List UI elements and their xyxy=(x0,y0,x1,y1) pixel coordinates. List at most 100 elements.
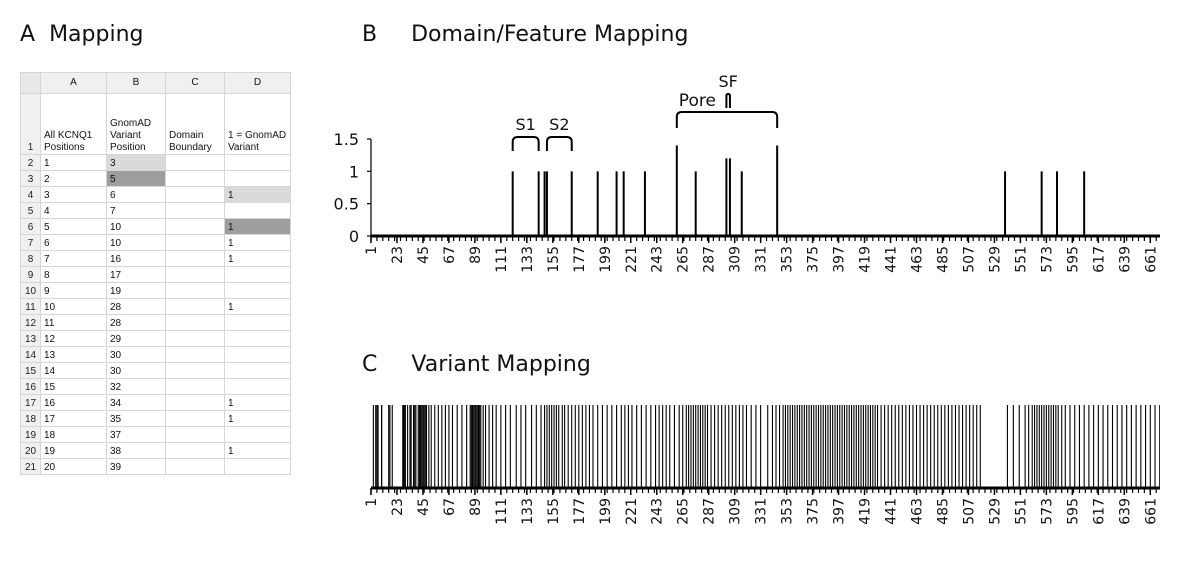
cell-b[interactable]: 38 xyxy=(106,442,166,459)
cell-c[interactable] xyxy=(165,426,225,443)
cell-c[interactable] xyxy=(165,362,225,379)
cell-b[interactable]: 37 xyxy=(106,426,166,443)
cell-b[interactable]: 3 xyxy=(106,154,166,171)
cell-c[interactable] xyxy=(165,282,225,299)
row-number[interactable]: 12 xyxy=(20,314,41,331)
cell-a[interactable]: 4 xyxy=(40,202,107,219)
column-header-c[interactable]: C xyxy=(165,72,225,94)
row-number[interactable]: 4 xyxy=(20,186,41,203)
cell-b[interactable]: 10 xyxy=(106,218,166,235)
row-number[interactable]: 13 xyxy=(20,330,41,347)
cell-b[interactable]: 32 xyxy=(106,378,166,395)
cell-c[interactable] xyxy=(165,170,225,187)
column-header-a[interactable]: A xyxy=(40,72,107,94)
cell-c[interactable] xyxy=(165,378,225,395)
cell-b[interactable]: 7 xyxy=(106,202,166,219)
row-number[interactable]: 20 xyxy=(20,442,41,459)
cell-d[interactable] xyxy=(224,154,291,171)
cell-d[interactable]: 1 xyxy=(224,442,291,459)
cell-d[interactable]: 1 xyxy=(224,234,291,251)
row-number[interactable]: 10 xyxy=(20,282,41,299)
row-number[interactable]: 18 xyxy=(20,410,41,427)
cell-d[interactable] xyxy=(224,314,291,331)
cell-d[interactable]: 1 xyxy=(224,250,291,267)
cell-c[interactable] xyxy=(165,266,225,283)
cell-c[interactable] xyxy=(165,250,225,267)
cell-b[interactable]: 28 xyxy=(106,314,166,331)
cell-a[interactable]: 8 xyxy=(40,266,107,283)
cell-a[interactable]: 1 xyxy=(40,154,107,171)
cell-d[interactable]: 1 xyxy=(224,218,291,235)
cell-c[interactable] xyxy=(165,154,225,171)
cell-c[interactable] xyxy=(165,186,225,203)
cell-d[interactable]: 1 xyxy=(224,298,291,315)
cell-a[interactable]: 10 xyxy=(40,298,107,315)
cell-d[interactable]: 1 xyxy=(224,410,291,427)
row-number[interactable]: 15 xyxy=(20,362,41,379)
cell-d[interactable] xyxy=(224,266,291,283)
cell-header-c[interactable]: Domain Boundary xyxy=(165,93,225,155)
cell-c[interactable] xyxy=(165,442,225,459)
cell-a[interactable]: 9 xyxy=(40,282,107,299)
row-number[interactable]: 17 xyxy=(20,394,41,411)
cell-a[interactable]: 19 xyxy=(40,442,107,459)
cell-d[interactable] xyxy=(224,346,291,363)
select-all-corner[interactable] xyxy=(20,72,41,94)
cell-d[interactable]: 1 xyxy=(224,186,291,203)
cell-b[interactable]: 17 xyxy=(106,266,166,283)
cell-a[interactable]: 6 xyxy=(40,234,107,251)
cell-c[interactable] xyxy=(165,330,225,347)
cell-a[interactable]: 13 xyxy=(40,346,107,363)
cell-b[interactable]: 30 xyxy=(106,346,166,363)
cell-d[interactable] xyxy=(224,202,291,219)
cell-d[interactable] xyxy=(224,282,291,299)
cell-a[interactable]: 5 xyxy=(40,218,107,235)
row-number[interactable]: 14 xyxy=(20,346,41,363)
cell-b[interactable]: 29 xyxy=(106,330,166,347)
cell-b[interactable]: 10 xyxy=(106,234,166,251)
row-number[interactable]: 16 xyxy=(20,378,41,395)
cell-c[interactable] xyxy=(165,346,225,363)
cell-header-b[interactable]: GnomAD Variant Position xyxy=(106,93,166,155)
cell-c[interactable] xyxy=(165,458,225,475)
row-number[interactable]: 11 xyxy=(20,298,41,315)
cell-c[interactable] xyxy=(165,234,225,251)
row-number[interactable]: 7 xyxy=(20,234,41,251)
cell-a[interactable]: 16 xyxy=(40,394,107,411)
cell-header-a[interactable]: All KCNQ1 Positions xyxy=(40,93,107,155)
row-number[interactable]: 19 xyxy=(20,426,41,443)
cell-a[interactable]: 2 xyxy=(40,170,107,187)
cell-a[interactable]: 17 xyxy=(40,410,107,427)
cell-a[interactable]: 11 xyxy=(40,314,107,331)
row-number[interactable]: 21 xyxy=(20,458,41,475)
row-number[interactable]: 6 xyxy=(20,218,41,235)
cell-d[interactable] xyxy=(224,362,291,379)
cell-a[interactable]: 15 xyxy=(40,378,107,395)
cell-b[interactable]: 6 xyxy=(106,186,166,203)
cell-c[interactable] xyxy=(165,218,225,235)
cell-d[interactable]: 1 xyxy=(224,394,291,411)
cell-a[interactable]: 20 xyxy=(40,458,107,475)
cell-b[interactable]: 5 xyxy=(106,170,166,187)
cell-b[interactable]: 35 xyxy=(106,410,166,427)
cell-header-d[interactable]: 1 = GnomAD Variant xyxy=(224,93,291,155)
cell-d[interactable] xyxy=(224,330,291,347)
cell-d[interactable] xyxy=(224,378,291,395)
row-number[interactable]: 3 xyxy=(20,170,41,187)
cell-c[interactable] xyxy=(165,298,225,315)
cell-b[interactable]: 19 xyxy=(106,282,166,299)
column-header-b[interactable]: B xyxy=(106,72,166,94)
cell-b[interactable]: 34 xyxy=(106,394,166,411)
cell-a[interactable]: 3 xyxy=(40,186,107,203)
row-number[interactable]: 5 xyxy=(20,202,41,219)
cell-c[interactable] xyxy=(165,202,225,219)
cell-a[interactable]: 18 xyxy=(40,426,107,443)
cell-a[interactable]: 12 xyxy=(40,330,107,347)
cell-c[interactable] xyxy=(165,410,225,427)
cell-c[interactable] xyxy=(165,394,225,411)
cell-a[interactable]: 14 xyxy=(40,362,107,379)
cell-d[interactable] xyxy=(224,170,291,187)
cell-b[interactable]: 16 xyxy=(106,250,166,267)
cell-c[interactable] xyxy=(165,314,225,331)
column-header-d[interactable]: D xyxy=(224,72,291,94)
